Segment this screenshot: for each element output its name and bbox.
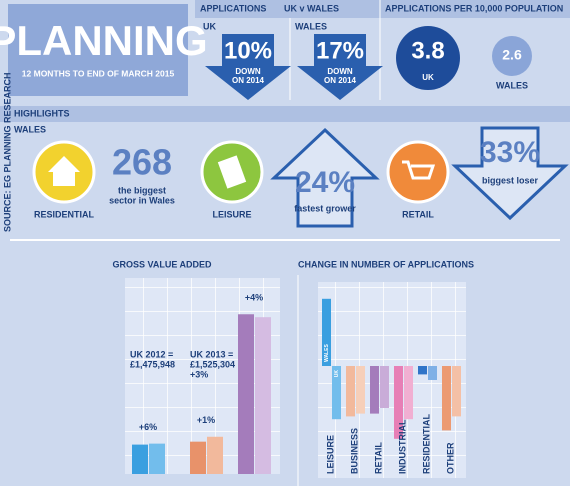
film-icon	[217, 155, 247, 189]
arrow-value: 17%	[316, 37, 364, 64]
bar	[394, 366, 403, 439]
chart-title: CHANGE IN NUMBER OF APPLICATIONS	[298, 259, 474, 269]
category-label: RETAIL	[373, 442, 383, 474]
arrow-label: WALES	[295, 21, 327, 31]
title: PLANNING	[0, 17, 208, 64]
note: £1,525,304	[190, 359, 235, 369]
bar	[418, 366, 427, 375]
subtitle: 12 MONTHS TO END OF MARCH 2015	[22, 68, 175, 78]
category-label: INDUSTRIAL	[397, 419, 407, 474]
arrow-note: DOWN	[235, 67, 261, 76]
note: £1,475,948	[130, 359, 175, 369]
cart-icon	[402, 160, 436, 180]
heading: APPLICATIONS	[200, 3, 266, 13]
category-label: LEISURE	[325, 435, 335, 474]
band	[195, 0, 570, 18]
item-value: 33%	[480, 136, 540, 169]
arrow-note: DOWN	[327, 67, 353, 76]
stat-value: 3.8	[411, 37, 444, 64]
plot-area	[318, 282, 466, 478]
down-arrow	[451, 126, 569, 221]
bar	[442, 366, 451, 431]
bar	[322, 298, 331, 366]
note: UK 2012 =	[130, 349, 173, 359]
series-label: UK	[334, 370, 340, 378]
bar-annotation: +4%	[245, 293, 263, 303]
bar	[404, 366, 413, 420]
plot-area	[125, 278, 280, 474]
circle	[492, 36, 532, 76]
icon	[386, 140, 450, 204]
heading-note: UK v WALES	[284, 3, 339, 13]
item-note: sector in Wales	[109, 195, 175, 205]
arrow-value: 10%	[224, 37, 272, 64]
bar	[346, 366, 355, 417]
region: WALES	[14, 124, 46, 134]
bar	[255, 317, 271, 474]
series-label: WALES	[324, 344, 330, 362]
house-icon	[48, 156, 80, 186]
stat-value: 2.6	[502, 47, 522, 63]
bar	[238, 314, 254, 474]
down-arrow	[205, 34, 291, 100]
bar	[356, 366, 365, 414]
item-label: RESIDENTIAL	[34, 209, 95, 219]
bar-annotation: +1%	[197, 415, 215, 425]
category-label: RESIDENTIAL	[421, 413, 431, 474]
stat-label: WALES	[496, 80, 528, 90]
category-label: BUSINESS	[349, 428, 359, 474]
item-note: fastest grower	[294, 203, 356, 213]
item-label: RETAIL	[402, 209, 434, 219]
arrow-note: ON 2014	[232, 76, 265, 85]
category-label: OTHER	[445, 442, 455, 474]
item-value: 268	[112, 142, 172, 183]
note: +3%	[190, 369, 208, 379]
band	[0, 106, 570, 122]
arrow-note: ON 2014	[324, 76, 357, 85]
circle	[396, 26, 460, 90]
item-value: 24%	[295, 166, 355, 199]
bar	[370, 366, 379, 414]
chart-title: GROSS VALUE ADDED	[112, 259, 212, 269]
item-label: LEISURE	[212, 209, 251, 219]
arrow-label: UK	[203, 21, 216, 31]
source: SOURCE: EG PLANNING RESEARCH	[2, 72, 12, 232]
stat-label: UK	[422, 73, 434, 82]
bar	[452, 366, 461, 417]
note: UK 2013 =	[190, 349, 233, 359]
bar	[132, 444, 148, 474]
bar	[332, 366, 341, 420]
bar	[149, 443, 165, 474]
bar	[428, 366, 437, 380]
bar-annotation: +6%	[139, 422, 157, 432]
heading: HIGHLIGHTS	[14, 108, 70, 118]
heading: APPLICATIONS PER 10,000 POPULATION	[385, 3, 563, 13]
up-arrow	[270, 127, 380, 228]
title-box	[8, 4, 188, 96]
bar	[380, 366, 389, 408]
bar	[190, 441, 206, 474]
down-arrow	[297, 34, 383, 100]
bar	[207, 436, 223, 474]
item-note: the biggest	[118, 185, 166, 195]
item-note: biggest loser	[482, 175, 539, 185]
